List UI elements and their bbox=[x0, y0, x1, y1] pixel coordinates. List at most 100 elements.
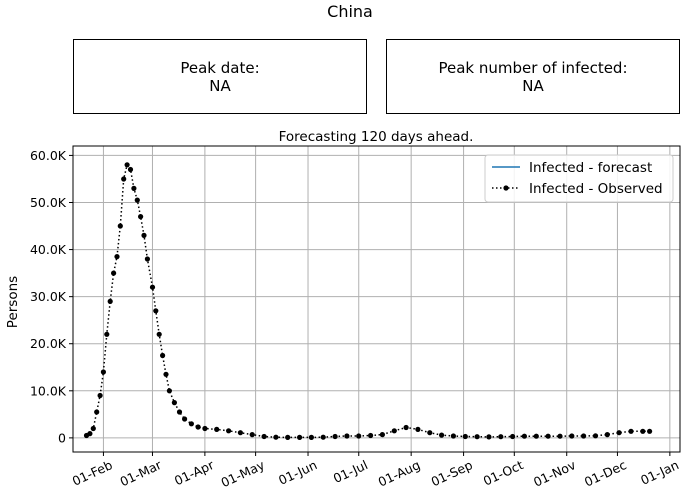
y-tick-label: 10.0K bbox=[30, 383, 67, 398]
observed-data-point bbox=[628, 428, 634, 434]
observed-data-point bbox=[368, 432, 374, 439]
observed-series-line bbox=[86, 163, 650, 439]
observed-data-point bbox=[171, 400, 177, 406]
x-tick-label: 01-Oct bbox=[481, 457, 526, 489]
legend-box bbox=[484, 154, 674, 203]
observed-data-point bbox=[261, 433, 267, 440]
observed-data-point bbox=[87, 431, 93, 437]
observed-data-point bbox=[533, 433, 539, 439]
legend-observed-marker bbox=[503, 185, 509, 191]
observed-data-point bbox=[153, 308, 159, 314]
observed-data-point bbox=[379, 432, 385, 438]
observed-data-point bbox=[104, 331, 110, 337]
chart-title: Forecasting 120 days ahead. bbox=[279, 129, 474, 145]
observed-data-point bbox=[156, 331, 162, 337]
y-axis-label: Persons bbox=[5, 276, 21, 328]
x-tick-label: 01-May bbox=[219, 457, 268, 490]
observed-data-point bbox=[107, 298, 113, 304]
legend-observed-label: Infected - Observed bbox=[529, 181, 663, 197]
x-axis: 01-Feb 01-Mar 01-Apr 01-May 01-Jun 01-Jul 01-A… bbox=[70, 452, 681, 490]
x-tick-label: 01-Jul bbox=[331, 457, 370, 486]
observed-data-point bbox=[616, 430, 622, 436]
y-tick-label: 0 bbox=[58, 430, 66, 445]
series-layer bbox=[83, 162, 653, 440]
observed-data-point bbox=[134, 197, 140, 203]
observed-data-point bbox=[557, 433, 563, 439]
observed-data-point bbox=[144, 256, 150, 262]
y-tick-label: 50.0K bbox=[30, 195, 67, 210]
observed-data-point bbox=[249, 432, 255, 438]
observed-data-point bbox=[176, 409, 183, 415]
observed-data-point bbox=[647, 428, 653, 434]
observed-data-point bbox=[149, 284, 156, 290]
legend-forecast-label: Infected - forecast bbox=[529, 160, 652, 176]
observed-data-point bbox=[498, 434, 504, 440]
y-tick-label: 20.0K bbox=[30, 336, 67, 351]
peak-date-value: NA bbox=[209, 76, 231, 95]
x-tick-label: 01-Mar bbox=[118, 457, 165, 490]
observed-data-point bbox=[297, 434, 303, 440]
observed-data-point bbox=[141, 232, 147, 238]
observed-data-point bbox=[604, 432, 610, 438]
observed-data-point bbox=[163, 371, 169, 377]
observed-data-point bbox=[90, 425, 96, 432]
observed-data-point bbox=[581, 433, 587, 439]
observed-data-point bbox=[114, 254, 120, 260]
observed-data-point bbox=[344, 433, 350, 439]
peak-infected-value: NA bbox=[522, 76, 544, 95]
observed-data-point bbox=[94, 409, 100, 415]
observed-data-point bbox=[450, 433, 456, 439]
observed-data-point bbox=[320, 434, 326, 440]
observed-data-point bbox=[592, 433, 599, 439]
observed-data-point bbox=[415, 426, 421, 432]
observed-data-point bbox=[273, 434, 279, 440]
observed-data-point bbox=[111, 270, 117, 276]
observed-data-point bbox=[100, 369, 106, 375]
observed-data-point bbox=[439, 432, 445, 438]
y-axis: 0 10.0K 20.0K 30.0K 40.0K 50.0K 60.0K bbox=[30, 148, 73, 445]
observed-data-point bbox=[166, 388, 172, 394]
peak-infected-label: Peak number of infected: bbox=[438, 58, 628, 77]
observed-data-point bbox=[214, 426, 220, 432]
observed-data-point bbox=[195, 424, 201, 430]
y-tick-label: 60.0K bbox=[30, 148, 67, 163]
observed-data-point bbox=[188, 421, 194, 427]
observed-data-point bbox=[403, 424, 409, 431]
observed-data-point bbox=[127, 166, 134, 173]
observed-data-point bbox=[121, 176, 127, 182]
observed-data-point bbox=[226, 428, 232, 434]
x-tick-label: 01-Jun bbox=[276, 457, 319, 488]
page-title: China bbox=[327, 2, 373, 21]
plot-frame bbox=[72, 145, 681, 453]
observed-data-point bbox=[521, 433, 528, 439]
observed-data-point bbox=[509, 433, 516, 440]
observed-data-point bbox=[202, 425, 208, 432]
peak-date-box: Peak date: NA bbox=[73, 39, 367, 114]
x-tick-label: 01-Sep bbox=[429, 457, 475, 489]
observed-data-point bbox=[640, 428, 646, 434]
observed-data-point bbox=[97, 392, 103, 399]
observed-data-point bbox=[237, 430, 243, 436]
observed-data-point bbox=[569, 433, 575, 439]
observed-data-point bbox=[138, 214, 144, 220]
observed-data-point bbox=[285, 434, 291, 440]
observed-data-point bbox=[117, 223, 123, 229]
observed-data-point bbox=[486, 434, 492, 440]
x-tick-label: 01-Feb bbox=[70, 457, 115, 489]
observed-data-point bbox=[308, 434, 314, 440]
x-tick-label: 01-Aug bbox=[376, 457, 423, 489]
peak-date-label: Peak date: bbox=[180, 58, 260, 77]
observed-data-point bbox=[182, 416, 188, 422]
observed-data-point bbox=[124, 162, 130, 168]
observed-data-point bbox=[462, 433, 468, 440]
x-tick-label: 01-Dec bbox=[582, 457, 629, 489]
observed-data-point bbox=[391, 428, 397, 434]
observed-data-point bbox=[427, 430, 433, 436]
observed-data-point bbox=[356, 433, 362, 439]
observed-data-point bbox=[545, 433, 551, 439]
x-tick-label: 01-Nov bbox=[531, 457, 578, 490]
observed-data-point bbox=[332, 433, 338, 440]
x-tick-label: 01-Jan bbox=[638, 457, 681, 488]
peak-infected-box: Peak number of infected: NA bbox=[386, 39, 680, 114]
